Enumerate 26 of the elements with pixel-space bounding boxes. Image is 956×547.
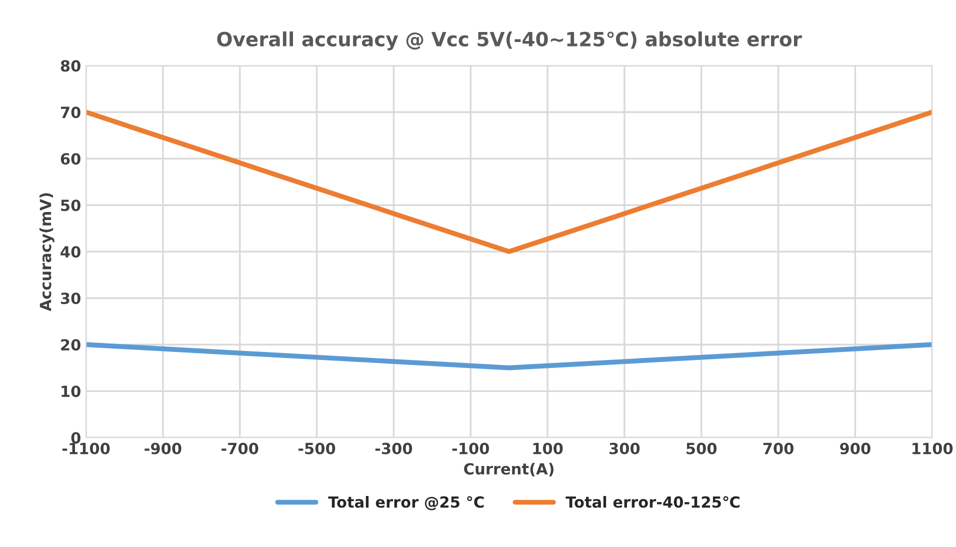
x-tick-label: -500 (298, 442, 336, 454)
x-tick-label: 1100 (912, 442, 953, 454)
chart-title: Overall accuracy @ Vcc 5V(-40~125℃) absolute error (217, 31, 802, 50)
x-tick-label: -700 (222, 442, 258, 454)
y-tick-label: 60 (60, 153, 80, 165)
x-axis-title: Current(A) (464, 462, 554, 476)
y-tick-label: 0 (71, 432, 80, 444)
legend-label: Total error @25 °C (328, 496, 484, 510)
y-tick-label: 80 (60, 60, 80, 72)
x-tick-label: -900 (144, 442, 182, 454)
x-tick-label: -300 (375, 442, 412, 454)
x-tick-label: 900 (840, 442, 870, 454)
x-tick-label: -1100 (62, 442, 110, 454)
y-axis-title: Accuracy(mV) (39, 193, 54, 312)
y-tick-label: 70 (60, 106, 80, 118)
x-tick-label: 500 (686, 442, 717, 454)
y-tick-label: 50 (61, 200, 80, 212)
x-tick-label: 100 (533, 442, 563, 454)
y-tick-label: 10 (62, 386, 80, 398)
x-tick-label: -100 (452, 442, 489, 454)
x-tick-label: 700 (763, 442, 794, 454)
y-tick-label: 30 (60, 292, 80, 304)
legend-label: Total error-40-125℃ (566, 496, 740, 508)
x-tick-label: 300 (610, 442, 640, 454)
y-tick-label: 40 (60, 246, 80, 258)
y-tick-label: 20 (61, 339, 80, 351)
